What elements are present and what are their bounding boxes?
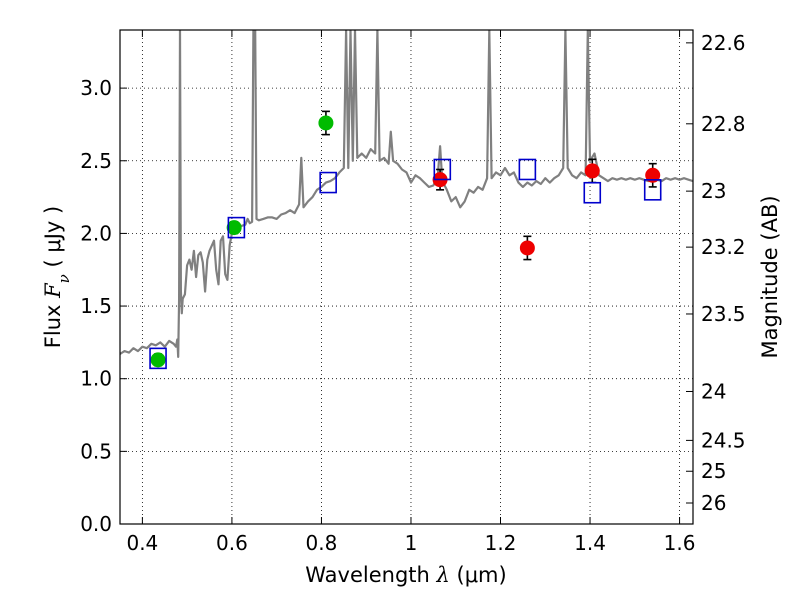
photometry-point (584, 163, 600, 179)
x-tick-label: 1.6 (664, 531, 696, 555)
y2-axis-label: Magnitude (AB) (758, 195, 782, 358)
y2-tick-label: 24.5 (701, 428, 746, 452)
y-tick-label: 1.5 (80, 294, 112, 318)
y-tick-label: 0.0 (80, 512, 112, 536)
x-axis-label: Wavelength λ (μm) (305, 563, 506, 587)
y2-tick-label: 26 (701, 491, 726, 515)
y-axis-label: Flux Fν ( μJy ) (41, 206, 73, 348)
x-tick-label: 1.4 (574, 531, 606, 555)
model-square (433, 158, 452, 181)
data-layer (120, 30, 693, 370)
model-square (583, 181, 602, 204)
photometry-point (318, 115, 334, 131)
axis-ticks: 0.4 0.6 0.8 1 1.2 1.4 1.6 0.0 0.5 1.0 1.5 2.0 2.5 3.0… (80, 30, 746, 555)
y2-tick-label: 22.8 (701, 112, 746, 136)
y2-tick-label: 24 (701, 379, 726, 403)
model-square (227, 216, 246, 239)
y-tick-label: 2.5 (80, 149, 112, 173)
y2-tick-label: 23 (701, 179, 726, 203)
plot-frame (119, 29, 694, 525)
model-square (518, 158, 537, 181)
x-tick-label: 1.2 (485, 531, 517, 555)
y-tick-label: 1.0 (80, 367, 112, 391)
y2-tick-label: 23.2 (701, 235, 746, 259)
photometry-point (226, 220, 242, 236)
spectrum-line (120, 30, 693, 358)
y2-tick-label: 22.6 (701, 31, 746, 55)
model-square (319, 171, 337, 194)
x-tick-label: 0.8 (306, 531, 338, 555)
y-tick-label: 2.0 (80, 221, 112, 245)
y-tick-label: 3.0 (80, 76, 112, 100)
photometry-point (519, 240, 535, 256)
y2-tick-label: 23.5 (701, 302, 746, 326)
model-square (643, 179, 662, 201)
y2-tick-label: 25 (701, 459, 726, 483)
x-tick-label: 1 (405, 531, 418, 555)
x-tick-label: 0.6 (216, 531, 248, 555)
plot-background (120, 30, 693, 524)
x-tick-label: 0.4 (126, 531, 158, 555)
photometry-point (150, 352, 166, 368)
y-tick-label: 0.5 (80, 439, 112, 463)
model-square (149, 347, 167, 370)
